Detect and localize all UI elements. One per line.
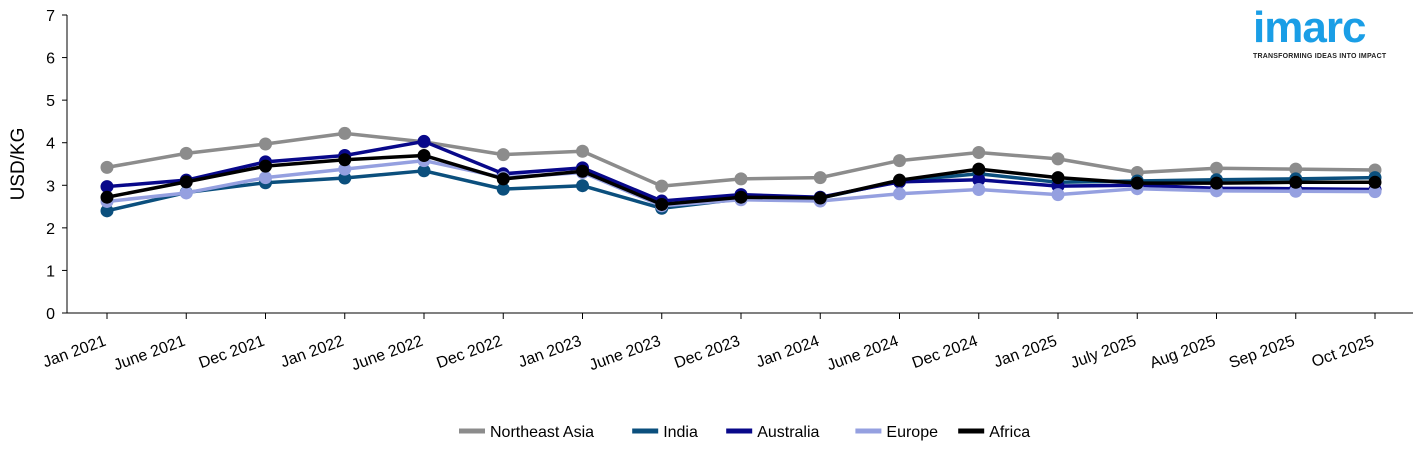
x-tick-label: June 2021 [112,333,188,375]
data-point [893,174,906,187]
y-tick-label: 3 [46,178,55,195]
x-tick-label: Jan 2025 [992,333,1060,372]
data-point [497,148,510,161]
legend-item: Europe [855,424,938,441]
data-point [259,160,272,173]
x-tick-label: June 2024 [825,333,901,375]
data-point [418,135,431,148]
legend-item: India [632,424,698,441]
legend-item: Northeast Asia [459,424,594,441]
x-tick-label: June 2023 [587,333,663,375]
y-tick-label: 1 [46,263,55,280]
legend-item: Australia [726,424,819,441]
data-point [655,198,668,211]
legend-item: Africa [958,424,1030,441]
y-tick-label: 7 [46,8,55,25]
legend-label: Africa [989,424,1030,441]
data-point [576,145,589,158]
data-point [1052,152,1065,165]
data-point [576,165,589,178]
data-point [1210,162,1223,175]
x-axis: Jan 2021 June 2021 Dec 2021 Jan 2022 June 20… [41,313,1413,374]
data-point [893,154,906,167]
y-tick-label: 6 [46,51,55,68]
x-tick-label: Jan 2023 [516,333,584,372]
y-tick-label: 2 [46,221,55,238]
legend: Northeast Asia India Australia Europe Africa [459,424,1030,441]
x-tick-label: Jan 2022 [278,333,346,372]
data-point [180,175,193,188]
y-tick-label: 0 [46,306,55,323]
data-point [1289,176,1302,189]
data-point [1052,171,1065,184]
data-point [1210,177,1223,190]
data-point [259,171,272,184]
data-point [180,147,193,160]
data-point [893,187,906,200]
data-point [814,171,827,184]
x-tick-label: Dec 2021 [197,333,267,372]
data-point [576,179,589,192]
data-point [101,191,114,204]
data-point [972,146,985,159]
legend-label: Europe [886,424,938,441]
y-axis-title: USD/KG [8,128,29,201]
legend-label: Northeast Asia [490,424,594,441]
data-point [814,192,827,205]
series-layer [101,127,1382,217]
x-tick-label: Dec 2024 [910,333,980,372]
x-tick-label: Oct 2025 [1310,333,1377,371]
data-point [1369,176,1382,189]
data-point [259,137,272,150]
y-tick-label: 4 [46,136,55,153]
x-tick-label: Dec 2023 [672,333,742,372]
x-tick-label: July 2025 [1068,333,1138,372]
legend-label: India [663,424,698,441]
data-point [1131,177,1144,190]
data-point [101,161,114,174]
data-point [972,163,985,176]
data-point [338,153,351,166]
data-point [735,172,748,185]
x-tick-label: Jan 2024 [754,333,822,372]
x-tick-label: Sep 2025 [1227,333,1297,372]
y-axis: 0 1 2 3 4 5 6 7 [46,8,67,323]
data-point [735,191,748,204]
x-tick-label: Dec 2022 [434,333,504,372]
x-tick-label: Jan 2021 [41,333,109,372]
x-tick-label: Aug 2025 [1148,333,1218,372]
data-point [655,180,668,193]
data-point [1052,188,1065,201]
data-point [338,127,351,140]
data-point [972,183,985,196]
x-tick-label: June 2022 [349,333,425,375]
data-point [180,186,193,199]
y-tick-label: 5 [46,93,55,110]
data-point [418,149,431,162]
data-point [497,172,510,185]
legend-label: Australia [757,424,819,441]
